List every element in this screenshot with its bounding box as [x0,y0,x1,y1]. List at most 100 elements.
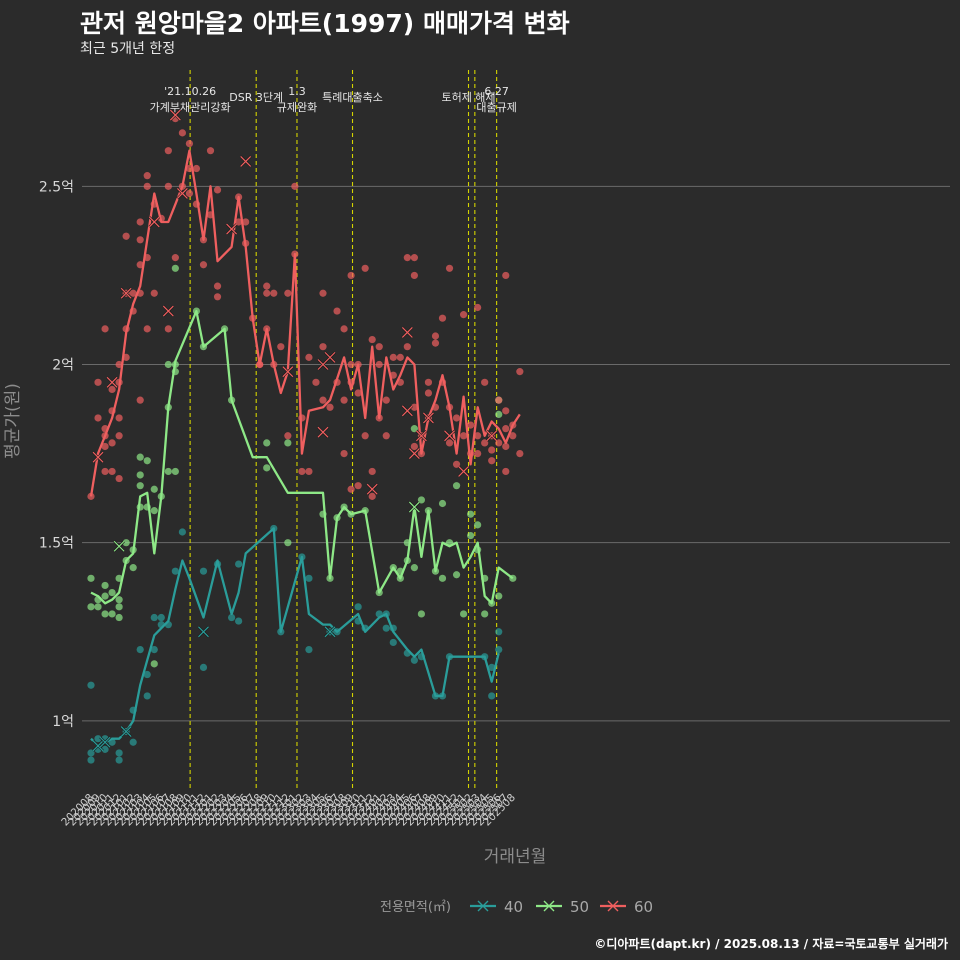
data-point [143,692,151,700]
data-point [467,421,475,429]
data-point [495,628,503,636]
y-tick-label: 2억 [52,358,74,374]
data-point [129,289,137,297]
y-tick-label: 1.5억 [39,536,74,552]
data-point [150,485,158,493]
data-point [495,410,503,419]
event-label: DSR 3단계 [229,91,283,104]
data-point [136,645,144,654]
data-point [164,182,172,190]
data-point [319,343,327,351]
data-point [326,403,334,411]
cross-marker [401,404,414,417]
data-point [101,592,109,600]
series-line-60 [89,149,521,497]
event-label: 특례대출축소 [322,91,383,104]
event-label: 토허제 해제 [441,90,495,104]
data-point [87,574,95,582]
data-point [115,603,123,611]
data-point [291,182,299,190]
cross-stroke [162,305,174,317]
data-point [481,378,489,386]
data-point [474,521,482,529]
data-point [263,439,271,447]
data-point [410,656,418,664]
cross-stroke [486,430,498,442]
data-point [495,645,503,654]
cross-marker [239,155,252,168]
data-point [389,638,397,647]
cross-stroke [92,740,104,752]
data-point [354,482,362,490]
event-label: '21.10.26 [164,85,216,98]
data-point [333,307,341,315]
data-point [164,325,172,333]
data-point [213,282,222,290]
cross-stroke [176,188,188,199]
data-point [101,610,109,618]
data-point [368,335,376,344]
data-point [319,396,327,404]
data-point [481,439,489,447]
cross-marker [162,305,175,317]
cross-marker [225,223,238,235]
data-point [199,261,208,269]
data-point [495,439,503,447]
data-point [115,596,123,604]
data-point [481,610,489,618]
data-point [382,396,390,404]
data-point [150,660,158,668]
event-label: 대출규제 [476,101,516,114]
cross-marker [176,187,189,200]
data-point [495,592,503,600]
data-point [502,425,510,433]
data-point [263,282,271,290]
cross-marker [148,216,161,228]
legend-title: 전용면적(㎡) [380,900,451,915]
data-point [340,449,348,458]
data-point [354,603,362,611]
data-point [171,264,179,272]
data-point [94,414,102,422]
data-point [438,314,447,322]
data-point [143,325,151,333]
data-point [94,378,102,386]
data-point [488,446,496,454]
data-point [354,389,362,397]
data-point [185,139,194,148]
data-point [445,264,454,272]
data-point [143,172,151,180]
cross-marker [120,725,132,738]
gridlines [82,185,950,722]
data-point [431,332,440,340]
data-point [101,745,109,753]
data-point [284,539,292,547]
cross-stroke [324,351,336,363]
data-point [474,432,482,440]
cross-marker [408,501,421,513]
data-point [150,613,158,622]
data-point [157,613,165,622]
cross-marker [92,451,104,464]
cross-stroke [148,216,160,228]
data-point [438,499,447,508]
cross-stroke [415,430,427,442]
data-point [375,343,383,351]
data-point [396,353,404,361]
cross-marker [485,429,498,442]
cross-stroke [99,736,111,748]
cross-stroke [401,405,413,417]
data-point [382,432,390,440]
cross-marker [401,326,414,339]
cross-marker [324,625,336,638]
data-point [319,289,327,297]
data-point [101,467,109,476]
data-point [101,325,109,333]
data-point [101,581,109,590]
data-point [467,510,475,518]
data-point [459,432,468,440]
data-point [277,343,285,351]
cross-marker [281,365,294,378]
data-point [235,218,243,226]
data-point [305,353,313,361]
